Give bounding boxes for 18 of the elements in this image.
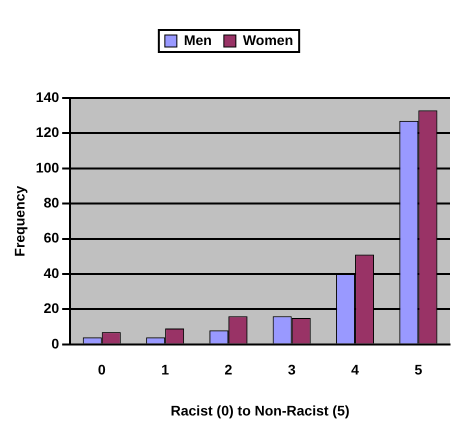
y-tick-label: 20 [44, 300, 60, 316]
y-tick-label: 120 [36, 124, 60, 140]
y-tick-label: 100 [36, 159, 60, 176]
y-tick-label: 40 [44, 264, 60, 281]
y-axis-title: Frequency [11, 186, 28, 257]
y-tick-label: 80 [44, 194, 60, 210]
y-tick-label: 60 [44, 230, 60, 246]
y-tick-label: 0 [51, 335, 60, 352]
legend-label: Men [184, 32, 212, 48]
legend-label: Women [242, 32, 294, 48]
x-tick-label: 0 [98, 362, 106, 378]
x-tick-label: 5 [414, 362, 422, 378]
x-axis-title: Racist (0) to Non-Racist (5) [170, 402, 350, 418]
y-tick-label: 140 [36, 88, 60, 105]
x-tick-label: 4 [351, 362, 360, 378]
x-tick-label: 1 [161, 362, 170, 378]
x-tick-label: 2 [224, 362, 233, 378]
x-tick-label: 3 [288, 362, 296, 378]
